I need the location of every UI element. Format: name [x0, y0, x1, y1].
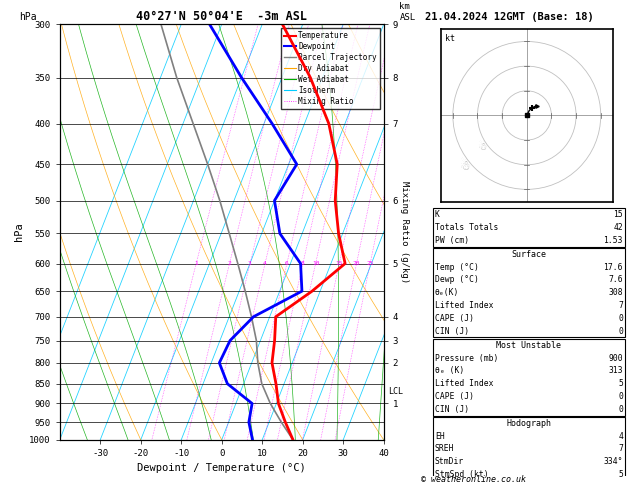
Text: LCL: LCL: [388, 387, 403, 396]
Text: km
ASL: km ASL: [399, 2, 416, 22]
FancyBboxPatch shape: [433, 339, 625, 416]
Text: 7: 7: [618, 444, 623, 453]
Text: 0: 0: [618, 392, 623, 401]
Text: 7: 7: [618, 301, 623, 310]
Text: SREH: SREH: [435, 444, 454, 453]
Text: 0: 0: [618, 405, 623, 414]
Text: 1.53: 1.53: [604, 236, 623, 244]
Text: CAPE (J): CAPE (J): [435, 314, 474, 323]
Legend: Temperature, Dewpoint, Parcel Trajectory, Dry Adiabat, Wet Adiabat, Isotherm, Mi: Temperature, Dewpoint, Parcel Trajectory…: [281, 28, 380, 109]
Text: 4: 4: [263, 261, 267, 266]
Text: Pressure (mb): Pressure (mb): [435, 353, 498, 363]
Text: 5: 5: [618, 470, 623, 479]
Text: 2: 2: [228, 261, 231, 266]
Text: StmSpd (kt): StmSpd (kt): [435, 470, 489, 479]
Text: StmDir: StmDir: [435, 457, 464, 466]
Text: 25: 25: [367, 261, 374, 266]
Title: 40°27'N 50°04'E  -3m ASL: 40°27'N 50°04'E -3m ASL: [136, 10, 307, 23]
Text: 900: 900: [608, 353, 623, 363]
X-axis label: Dewpoint / Temperature (°C): Dewpoint / Temperature (°C): [137, 464, 306, 473]
Text: 3: 3: [248, 261, 252, 266]
Text: hPa: hPa: [19, 12, 36, 22]
Text: 308: 308: [608, 288, 623, 297]
Text: CIN (J): CIN (J): [435, 405, 469, 414]
Text: © weatheronline.co.uk: © weatheronline.co.uk: [421, 474, 526, 484]
Text: Totals Totals: Totals Totals: [435, 223, 498, 232]
Text: Lifted Index: Lifted Index: [435, 301, 493, 310]
Y-axis label: Mixing Ratio (g/kg): Mixing Ratio (g/kg): [400, 181, 409, 283]
Y-axis label: hPa: hPa: [14, 223, 24, 242]
Text: θₑ (K): θₑ (K): [435, 366, 464, 375]
Text: kt: kt: [445, 35, 455, 43]
Text: 6: 6: [285, 261, 289, 266]
Text: 0: 0: [618, 327, 623, 335]
Text: Hodograph: Hodograph: [506, 419, 552, 428]
Text: CIN (J): CIN (J): [435, 327, 469, 335]
Text: 21.04.2024 12GMT (Base: 18): 21.04.2024 12GMT (Base: 18): [425, 12, 593, 22]
Text: ☃: ☃: [460, 159, 470, 173]
Text: ☃: ☃: [477, 142, 487, 152]
Text: 8: 8: [301, 261, 304, 266]
Text: 42: 42: [613, 223, 623, 232]
Text: 20: 20: [353, 261, 360, 266]
Text: Lifted Index: Lifted Index: [435, 379, 493, 388]
Text: 15: 15: [335, 261, 343, 266]
Text: K: K: [435, 210, 440, 219]
Text: 4: 4: [618, 432, 623, 441]
FancyBboxPatch shape: [433, 248, 625, 337]
Text: 5: 5: [618, 379, 623, 388]
Text: EH: EH: [435, 432, 445, 441]
Text: Dewp (°C): Dewp (°C): [435, 276, 479, 284]
Text: 17.6: 17.6: [604, 262, 623, 272]
FancyBboxPatch shape: [433, 208, 625, 246]
Text: 15: 15: [613, 210, 623, 219]
Text: Most Unstable: Most Unstable: [496, 341, 562, 350]
Text: 313: 313: [608, 366, 623, 375]
Text: 0: 0: [618, 314, 623, 323]
Text: θₑ(K): θₑ(K): [435, 288, 459, 297]
Text: 334°: 334°: [604, 457, 623, 466]
Text: PW (cm): PW (cm): [435, 236, 469, 244]
Text: 7.6: 7.6: [608, 276, 623, 284]
Text: 1: 1: [194, 261, 198, 266]
Text: 10: 10: [312, 261, 320, 266]
Text: Surface: Surface: [511, 250, 547, 259]
FancyBboxPatch shape: [433, 417, 625, 481]
Text: CAPE (J): CAPE (J): [435, 392, 474, 401]
Text: Temp (°C): Temp (°C): [435, 262, 479, 272]
